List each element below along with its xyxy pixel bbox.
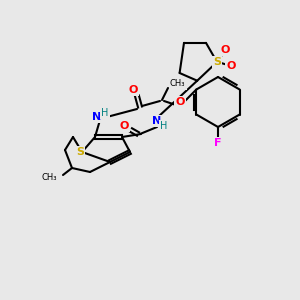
Text: O: O bbox=[128, 85, 138, 95]
Text: CH₃: CH₃ bbox=[41, 173, 57, 182]
Text: O: O bbox=[175, 97, 185, 107]
Text: S: S bbox=[76, 147, 84, 157]
Text: F: F bbox=[214, 138, 222, 148]
Text: CH₃: CH₃ bbox=[170, 80, 185, 88]
Text: O: O bbox=[220, 45, 230, 55]
Text: S: S bbox=[213, 57, 221, 67]
Text: H: H bbox=[160, 121, 168, 131]
Text: N: N bbox=[92, 112, 102, 122]
Text: N: N bbox=[152, 116, 162, 126]
Text: H: H bbox=[101, 108, 109, 118]
Text: O: O bbox=[226, 61, 236, 71]
Text: O: O bbox=[119, 121, 129, 131]
